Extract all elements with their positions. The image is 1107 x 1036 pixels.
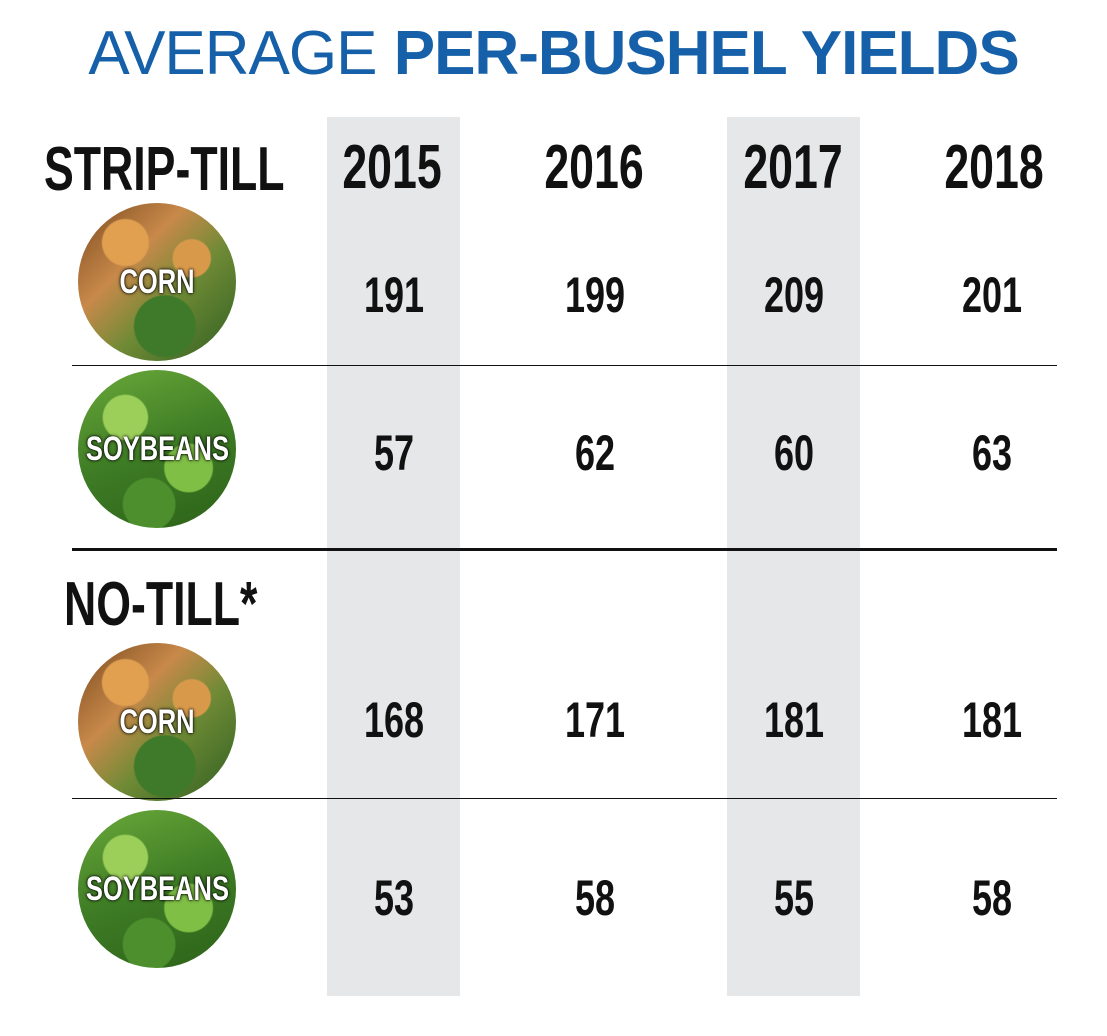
value-cell: 53 <box>373 870 415 926</box>
soybeans-image-strip-till: SOYBEANS <box>78 370 236 528</box>
column-band-2017 <box>727 117 860 996</box>
section-divider <box>72 548 1057 551</box>
value-cell: 58 <box>971 870 1013 926</box>
value-cell: 201 <box>961 267 1023 323</box>
value-cell: 181 <box>763 692 825 748</box>
crop-label: SOYBEANS <box>85 429 229 468</box>
crop-label: CORN <box>119 262 195 301</box>
value-cell: 171 <box>564 692 626 748</box>
title-light: AVERAGE <box>88 19 377 88</box>
section-label-no-till: NO-TILL* <box>64 570 258 639</box>
corn-image-no-till: CORN <box>78 643 236 801</box>
crop-label: SOYBEANS <box>85 869 229 908</box>
corn-image-strip-till: CORN <box>78 203 236 361</box>
value-cell: 191 <box>363 267 425 323</box>
value-cell: 209 <box>763 267 825 323</box>
section-label-strip-till: STRIP-TILL <box>44 135 285 204</box>
value-cell: 62 <box>574 425 616 481</box>
chart-title: AVERAGE PER-BUSHEL YIELDS <box>0 14 1107 94</box>
soybeans-image-no-till: SOYBEANS <box>78 810 236 968</box>
value-cell: 63 <box>971 425 1013 481</box>
row-divider <box>72 365 1057 366</box>
crop-label: CORN <box>119 702 195 741</box>
year-header-2016: 2016 <box>544 133 644 202</box>
value-cell: 168 <box>363 692 425 748</box>
year-header-2015: 2015 <box>342 133 442 202</box>
year-header-2018: 2018 <box>944 133 1044 202</box>
title-bold: PER-BUSHEL YIELDS <box>393 19 1020 88</box>
value-cell: 57 <box>373 425 415 481</box>
row-divider <box>72 798 1057 799</box>
year-header-2017: 2017 <box>743 133 843 202</box>
value-cell: 55 <box>773 870 815 926</box>
column-band-2015 <box>327 117 460 996</box>
value-cell: 181 <box>961 692 1023 748</box>
value-cell: 199 <box>564 267 626 323</box>
value-cell: 60 <box>773 425 815 481</box>
value-cell: 58 <box>574 870 616 926</box>
